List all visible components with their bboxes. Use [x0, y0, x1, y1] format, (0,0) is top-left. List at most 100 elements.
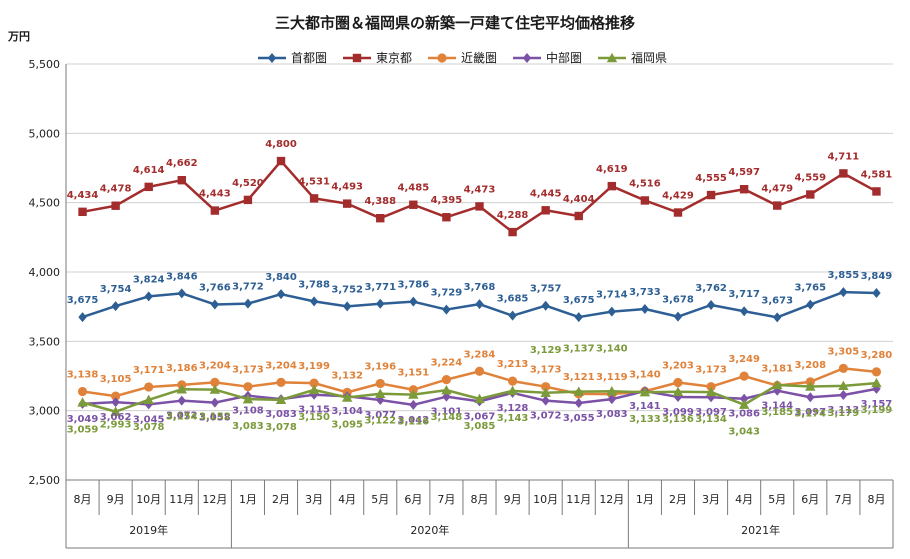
data-point — [210, 299, 220, 310]
data-label: 4,800 — [265, 139, 297, 150]
data-label: 3,072 — [166, 411, 198, 422]
data-point — [77, 386, 88, 397]
x-tick-label: 4月 — [338, 493, 356, 506]
data-label: 3,765 — [794, 283, 826, 294]
data-label: 3,171 — [133, 365, 165, 376]
data-point — [144, 382, 154, 392]
data-label: 3,121 — [563, 372, 595, 383]
data-label: 3,771 — [364, 282, 396, 293]
data-label: 3,116 — [398, 417, 430, 428]
data-label: 3,305 — [828, 346, 860, 357]
data-label: 3,174 — [794, 409, 826, 420]
data-label: 3,768 — [464, 282, 496, 293]
year-group-label: 2019年 — [129, 523, 168, 537]
data-point — [409, 399, 418, 410]
x-tick-label: 7月 — [834, 493, 852, 506]
data-label: 3,141 — [629, 401, 661, 412]
data-point — [871, 377, 882, 388]
legend-item: 首都圏 — [258, 51, 327, 65]
data-point — [276, 377, 286, 387]
year-group-label: 2021年 — [741, 523, 780, 537]
data-label: 3,154 — [166, 411, 198, 422]
data-point — [110, 406, 121, 416]
data-label: 3,151 — [398, 368, 430, 379]
data-label: 3,119 — [596, 372, 628, 383]
data-label: 4,473 — [464, 184, 496, 195]
data-label: 3,754 — [100, 284, 132, 295]
x-tick-label: 3月 — [702, 493, 720, 506]
data-label: 3,097 — [695, 407, 727, 418]
data-label: 3,113 — [828, 405, 860, 416]
data-label: 3,199 — [298, 361, 330, 372]
data-label: 3,042 — [398, 415, 430, 426]
data-point — [541, 206, 550, 215]
legend-item: 東京都 — [343, 51, 412, 65]
data-point — [78, 312, 87, 323]
data-label: 3,786 — [398, 280, 430, 291]
y-axis-unit-label: 万円 — [7, 30, 30, 43]
data-label: 2,993 — [100, 420, 132, 431]
data-label: 3,115 — [298, 405, 330, 416]
data-label: 3,855 — [828, 270, 860, 281]
data-point — [573, 386, 584, 396]
data-point — [706, 300, 716, 311]
data-label: 3,152 — [199, 412, 231, 423]
data-point — [772, 379, 783, 390]
data-label: 3,824 — [133, 274, 165, 285]
legend-swatch-marker — [522, 53, 532, 63]
data-label: 3,122 — [364, 416, 396, 427]
x-tick-label: 6月 — [404, 493, 422, 506]
data-point — [341, 392, 353, 402]
data-point — [507, 385, 518, 396]
data-label: 3,685 — [497, 294, 529, 305]
data-label: 3,129 — [530, 345, 562, 356]
data-point — [507, 376, 518, 386]
data-point — [606, 386, 618, 396]
data-label: 3,196 — [364, 361, 396, 372]
data-point — [474, 393, 485, 404]
data-point — [706, 382, 716, 392]
data-label: 3,144 — [761, 401, 793, 412]
data-label: 3,203 — [662, 361, 694, 372]
data-point — [872, 187, 881, 196]
data-label: 3,133 — [629, 414, 661, 425]
data-label: 3,148 — [431, 412, 463, 423]
data-point — [672, 386, 684, 397]
data-point — [111, 201, 120, 210]
data-point — [409, 296, 418, 307]
data-label: 4,493 — [331, 182, 363, 193]
legend-label: 近畿圏 — [461, 51, 497, 65]
data-point — [442, 213, 451, 222]
legend-swatch-marker — [606, 52, 618, 63]
data-label: 3,138 — [67, 370, 99, 381]
data-point — [872, 287, 881, 298]
y-tick-label: 3,500 — [29, 335, 61, 348]
data-point — [574, 398, 583, 409]
data-point — [673, 311, 683, 322]
data-label: 4,516 — [629, 178, 661, 189]
data-label: 3,204 — [265, 360, 297, 371]
x-tick-label: 4月 — [735, 493, 753, 506]
data-point — [806, 299, 815, 310]
data-point — [640, 304, 650, 315]
data-label: 4,614 — [133, 165, 165, 176]
data-label: 3,128 — [497, 403, 529, 414]
data-label: 3,675 — [67, 295, 99, 306]
data-label: 3,137 — [563, 344, 595, 355]
data-label: 4,520 — [232, 178, 264, 189]
x-tick-label: 12月 — [599, 493, 624, 506]
data-point — [607, 306, 617, 317]
data-label: 3,043 — [728, 427, 760, 438]
legend-item: 福岡県 — [598, 50, 667, 65]
data-point — [474, 366, 485, 376]
legend-label: 首都圏 — [291, 51, 327, 65]
data-label: 3,045 — [133, 414, 165, 425]
legend: 首都圏 東京都 近畿圏 中部圏 福岡県 — [258, 50, 667, 65]
y-tick-label: 5,000 — [29, 127, 61, 140]
data-label: 3,086 — [728, 409, 760, 420]
data-point — [276, 156, 286, 166]
data-point — [773, 312, 782, 323]
data-point — [210, 397, 220, 408]
data-label: 4,485 — [398, 183, 430, 194]
